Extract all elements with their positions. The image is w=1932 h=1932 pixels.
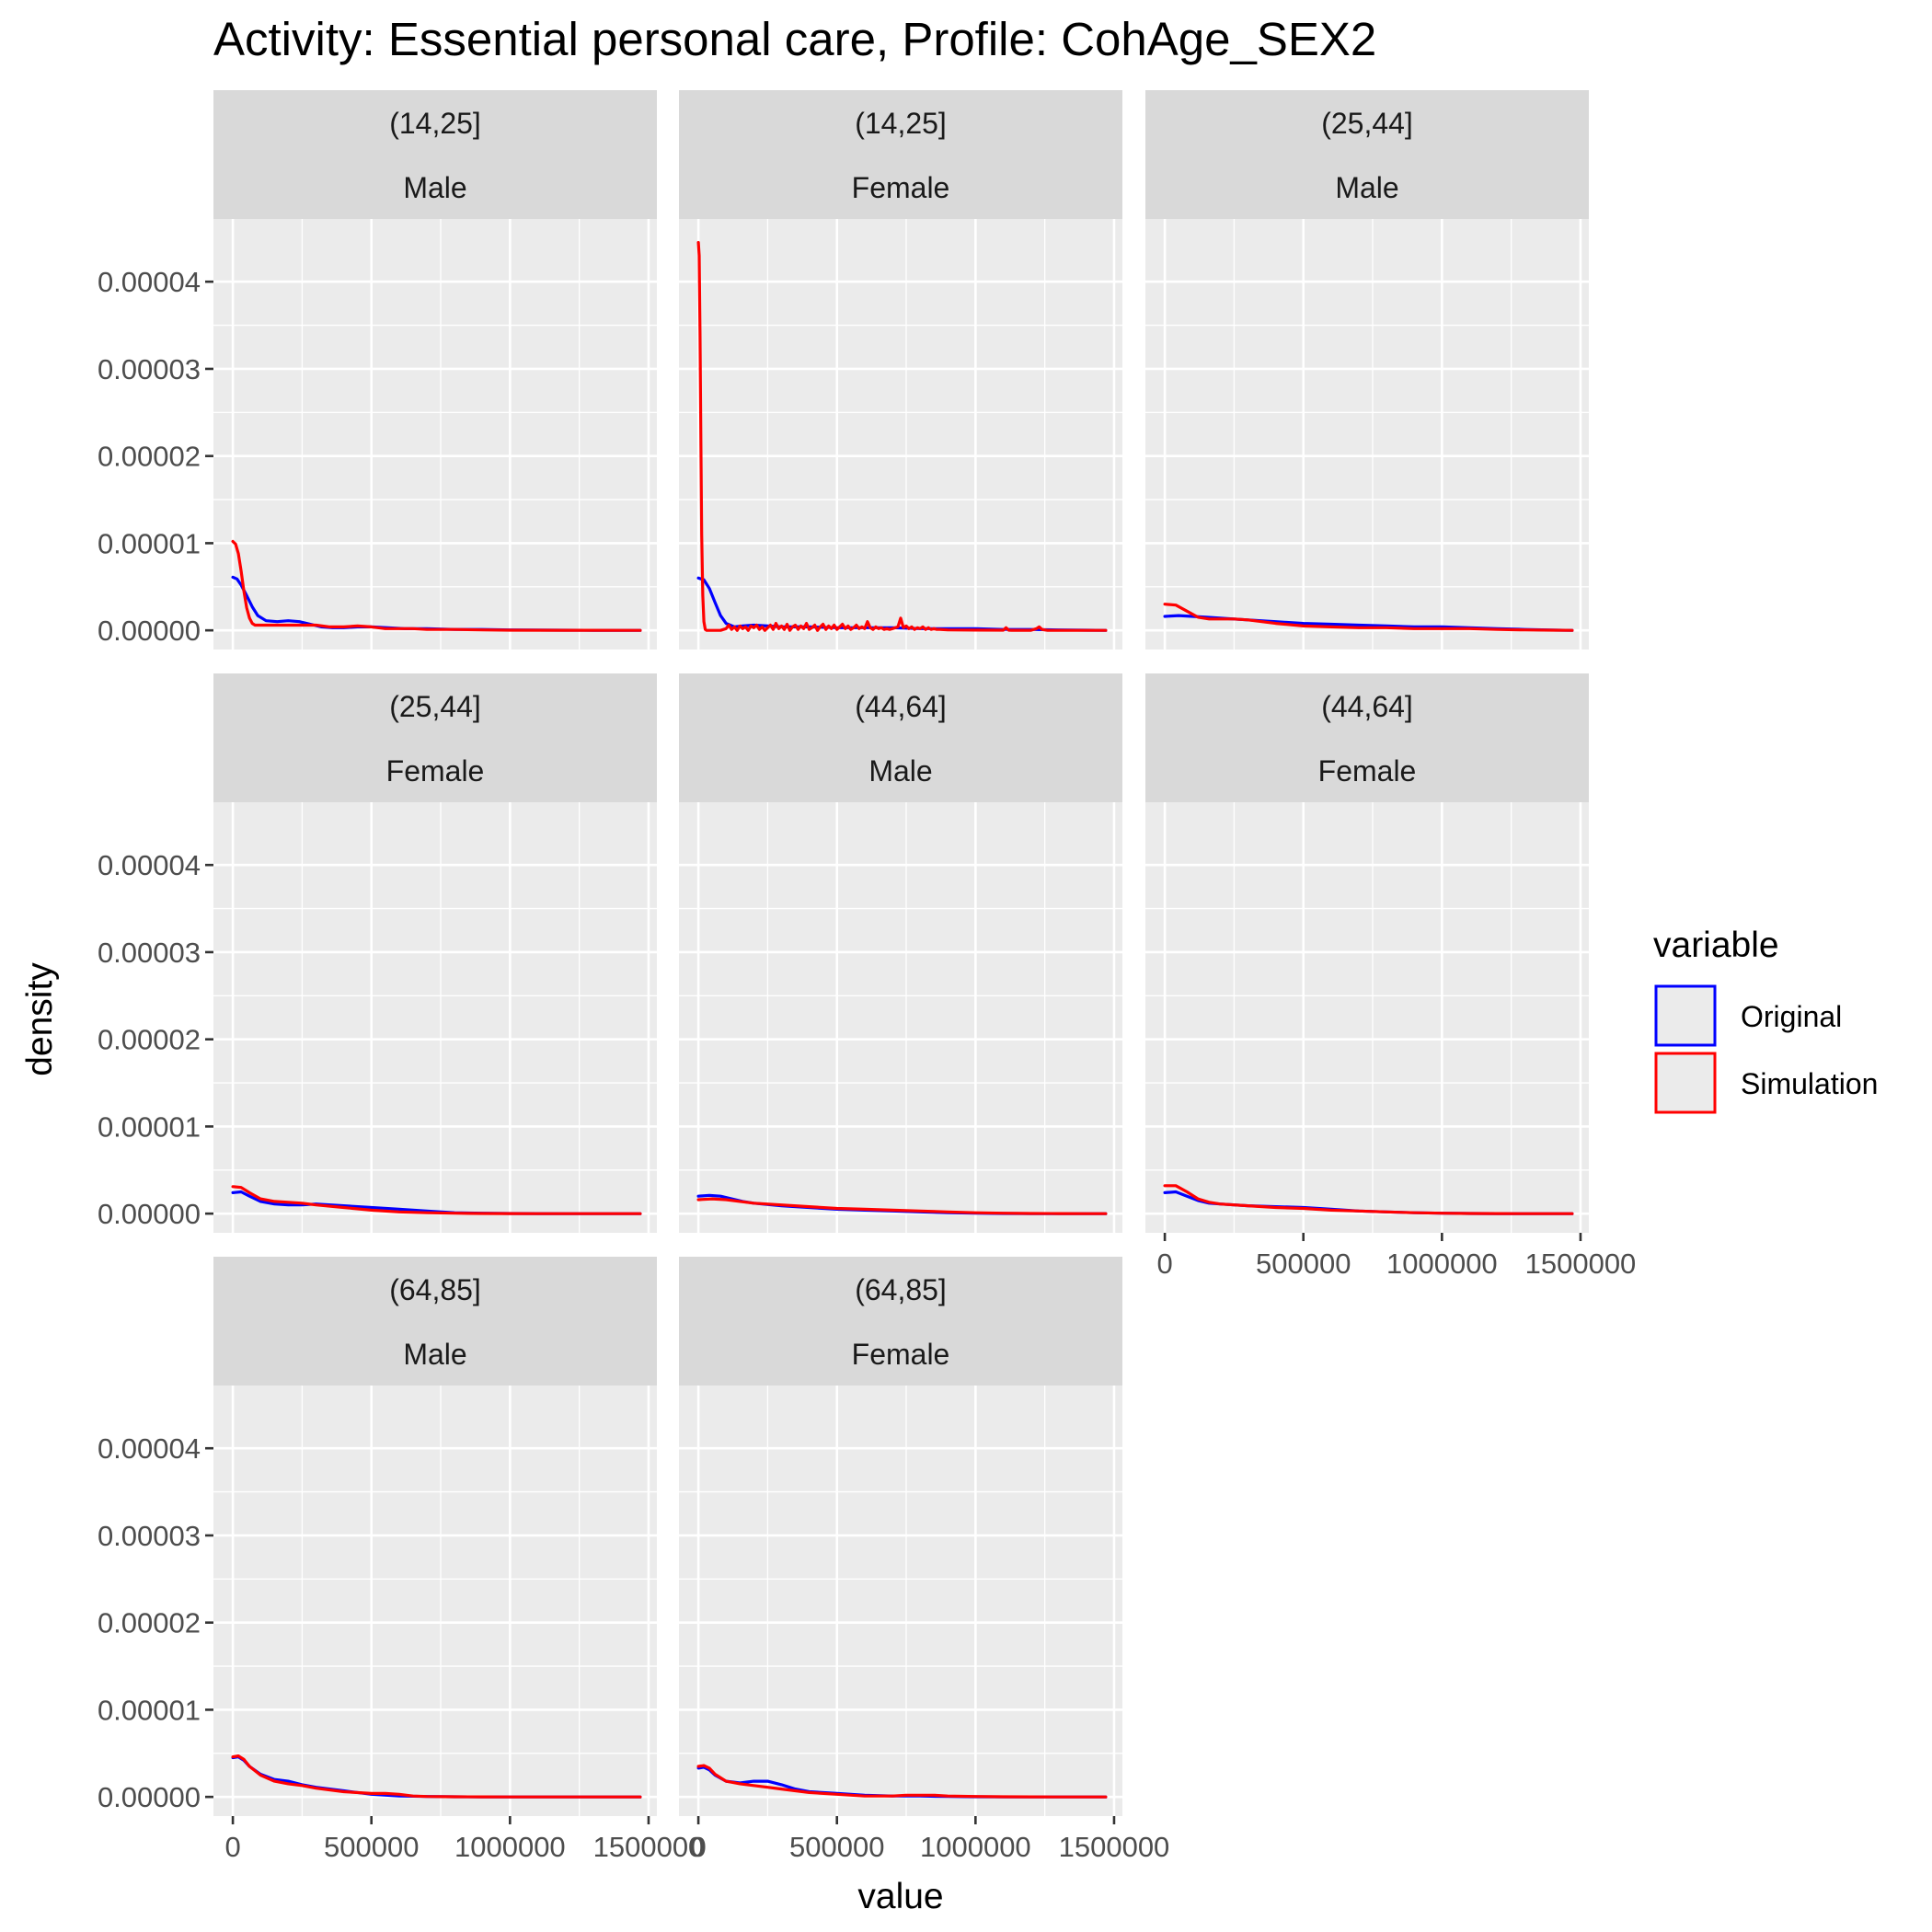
x-tick-label: 1000000 (920, 1831, 1031, 1863)
x-tick-label: 0 (1156, 1248, 1172, 1280)
facet-strip-bottom (679, 155, 1122, 219)
x-tick-label: 500000 (324, 1831, 419, 1863)
facet-panels: (14,25] Male 0.00000 0.00001 0.00002 0.00003 0… (98, 90, 1636, 1863)
series-line-simulation (231, 1754, 642, 1799)
facet-strip-bottom-label: Female (386, 754, 485, 788)
facet-strip-bottom-label: Male (403, 171, 466, 204)
facet-strip-bottom (213, 738, 657, 802)
facet-strip-top-label: (64,85] (855, 1273, 947, 1306)
legend-key-simulation (1654, 1052, 1717, 1114)
facet-strip-top (213, 90, 657, 155)
series-line-simulation (1163, 603, 1574, 632)
facet-strip-bottom (679, 738, 1122, 802)
series-line-simulation (1163, 1184, 1574, 1215)
facet-strip-top-label: (25,44] (1321, 107, 1413, 140)
facet-panel: (44,64] Female 0 500000 1000000 1500000 (1145, 673, 1636, 1280)
y-tick-label: 0.00002 (98, 1024, 201, 1056)
facet-strip-top-label: (25,44] (389, 690, 481, 723)
y-tick-label: 0.00000 (98, 1781, 201, 1813)
x-tick-label: 1000000 (454, 1831, 566, 1863)
y-tick-label: 0.00002 (98, 1607, 201, 1639)
facet-strip-top-label: (64,85] (389, 1273, 481, 1306)
facet-strip-bottom (1145, 738, 1589, 802)
x-tick-label: 500000 (789, 1831, 884, 1863)
facet-strip-top (679, 1257, 1122, 1321)
series-line-simulation (231, 539, 642, 632)
chart-title: Activity: Essential personal care, Profi… (213, 13, 1376, 65)
y-tick-label: 0.00004 (98, 849, 201, 881)
facet-strip-top (1145, 90, 1589, 155)
series-line-simulation (696, 1764, 1108, 1799)
x-tick-label: 1000000 (1386, 1248, 1498, 1280)
series-line-simulation (696, 1197, 1108, 1215)
panel-background (679, 1386, 1122, 1816)
panel-background (213, 219, 657, 650)
panel-background (213, 1386, 657, 1816)
facet-panel: (44,64] Male (679, 673, 1122, 1233)
facet-panel: (14,25] Female (679, 90, 1122, 650)
x-tick-label: 500000 (1256, 1248, 1351, 1280)
panel-background (679, 802, 1122, 1233)
facet-strip-bottom-label: Male (403, 1338, 466, 1371)
legend-title: variable (1653, 926, 1779, 965)
y-tick-label: 0.00004 (98, 1432, 201, 1465)
facet-strip-top-label: (44,64] (855, 690, 947, 723)
facet-strip-bottom-label: Male (1335, 171, 1398, 204)
facet-strip-bottom (679, 1321, 1122, 1386)
facet-strip-bottom-label: Female (1318, 754, 1417, 788)
facet-strip-top-label: (14,25] (389, 107, 481, 140)
y-tick-label: 0.00003 (98, 937, 201, 969)
facet-strip-top-label: (14,25] (855, 107, 947, 140)
y-tick-label: 0.00001 (98, 1694, 201, 1726)
facet-panel: (25,44] Female 0.00000 0.00001 0.00002 0.0000… (98, 673, 657, 1233)
x-tick-label: 0 (690, 1831, 706, 1863)
facet-strip-top (213, 673, 657, 738)
facet-panel: (14,25] Male 0.00000 0.00001 0.00002 0.00003 0… (98, 90, 657, 650)
y-axis-title: density (20, 962, 60, 1076)
facet-strip-top (679, 90, 1122, 155)
x-tick-label: 1500000 (1525, 1248, 1637, 1280)
series-line-simulation (696, 241, 1108, 632)
facet-strip-bottom-label: Female (852, 171, 950, 204)
y-tick-label: 0.00000 (98, 615, 201, 647)
panel-background (1145, 802, 1589, 1233)
y-tick-label: 0.00001 (98, 1110, 201, 1143)
facet-panel: (25,44] Male (1145, 90, 1589, 650)
facet-strip-top-label: (44,64] (1321, 690, 1413, 723)
y-tick-label: 0.00004 (98, 266, 201, 298)
y-tick-label: 0.00000 (98, 1198, 201, 1230)
facet-strip-top (213, 1257, 657, 1321)
facet-strip-bottom (213, 1321, 657, 1386)
facet-strip-top (1145, 673, 1589, 738)
facet-panel: (64,85] Female 0 500000 1000000 1500000 (679, 1257, 1169, 1863)
legend-key-original (1654, 984, 1717, 1047)
facet-strip-bottom (213, 155, 657, 219)
y-tick-label: 0.00001 (98, 527, 201, 559)
panel-background (213, 802, 657, 1233)
x-axis-title: value (857, 1877, 943, 1916)
panel-background (1145, 219, 1589, 650)
legend-label-simulation: Simulation (1741, 1067, 1878, 1100)
facet-strip-bottom-label: Male (868, 754, 932, 788)
facet-panel: (64,85] Male 0.00000 0.00001 0.00002 0.00003 0… (98, 1257, 704, 1863)
facet-strip-top (679, 673, 1122, 738)
legend-label-original: Original (1741, 1000, 1842, 1033)
series-line-simulation (231, 1185, 642, 1215)
x-tick-label: 1500000 (593, 1831, 705, 1863)
panel-background (679, 219, 1122, 650)
y-tick-label: 0.00003 (98, 353, 201, 385)
y-tick-label: 0.00003 (98, 1520, 201, 1552)
legend: variable Original Simulation (1653, 926, 1878, 1114)
x-tick-label: 0 (224, 1831, 240, 1863)
y-tick-label: 0.00002 (98, 441, 201, 473)
facet-strip-bottom-label: Female (852, 1338, 950, 1371)
facet-strip-bottom (1145, 155, 1589, 219)
x-tick-label: 1500000 (1059, 1831, 1170, 1863)
